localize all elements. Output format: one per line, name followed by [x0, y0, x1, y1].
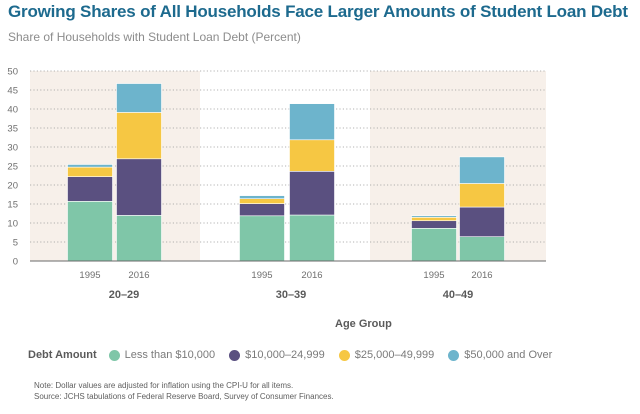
bar-segment-2-1-2 — [459, 183, 505, 208]
bar-segment-1-0-3 — [239, 195, 285, 199]
x-tick-label: 1995 — [79, 270, 100, 281]
bars — [67, 83, 505, 262]
legend-label: Less than $10,000 — [124, 349, 216, 361]
gridlines — [30, 70, 546, 243]
legend-swatch — [108, 349, 120, 361]
legend-items: Less than $10,000 $10,000–24,999 $25,000–4… — [108, 349, 567, 361]
y-tick-label: 30 — [7, 143, 18, 154]
note-text: Note: Dollar values are adjusted for inf… — [34, 381, 294, 390]
legend-swatch — [229, 349, 241, 361]
legend-item: Less than $10,000 — [108, 349, 216, 361]
bar-segment-2-0-0 — [411, 228, 457, 262]
bar-segment-0-1-3 — [116, 83, 162, 113]
source-text: Source: JCHS tabulations of Federal Rese… — [34, 391, 334, 401]
bar-segment-0-0-1 — [67, 176, 113, 202]
x-group-label: 40–49 — [443, 289, 474, 301]
bar-segment-1-0-0 — [239, 215, 285, 262]
bar-segment-2-0-2 — [411, 217, 457, 222]
legend-label: $50,000 and Over — [464, 349, 553, 361]
y-tick-label: 5 — [13, 238, 18, 249]
legend-label: $25,000–49,999 — [354, 349, 435, 361]
x-group-label: 20–29 — [109, 289, 140, 301]
x-tick-label: 1995 — [251, 270, 272, 281]
legend: Debt Amount Less than $10,000 $10,000–24,… — [28, 347, 566, 363]
bar-segment-2-0-3 — [411, 215, 457, 218]
y-tick-label: 20 — [7, 181, 18, 192]
legend-item: $10,000–24,999 — [229, 349, 325, 361]
chart-subtitle: Share of Households with Student Loan De… — [8, 30, 301, 44]
bar-segment-0-1-2 — [116, 112, 162, 160]
y-tick-label: 45 — [7, 86, 18, 97]
x-group-label: 30–39 — [276, 289, 307, 301]
footnotes: Note: Dollar values are adjusted for inf… — [34, 381, 334, 402]
x-axis-title: Age Group — [335, 318, 392, 330]
bar-segment-1-0-1 — [239, 203, 285, 217]
y-tick-label: 35 — [7, 124, 18, 135]
bar-segment-0-1-1 — [116, 158, 162, 216]
bar-segment-0-1-0 — [116, 215, 162, 262]
y-tick-label: 25 — [7, 162, 18, 173]
legend-item: $25,000–49,999 — [338, 349, 435, 361]
bar-segment-0-0-2 — [67, 166, 113, 177]
bar-segment-2-1-0 — [459, 236, 505, 262]
y-tick-label: 0 — [13, 257, 18, 268]
bar-segment-1-1-0 — [289, 214, 335, 262]
x-tick-label: 2016 — [128, 270, 149, 281]
bar-segment-2-0-1 — [411, 220, 457, 229]
x-tick-label: 2016 — [471, 270, 492, 281]
x-tick-label: 1995 — [423, 270, 444, 281]
bar-segment-0-0-0 — [67, 201, 113, 262]
legend-swatch — [338, 349, 350, 361]
bar-segment-1-0-2 — [239, 198, 285, 204]
bar-segment-0-0-3 — [67, 164, 113, 168]
legend-swatch — [448, 349, 460, 361]
y-tick-label: 10 — [7, 219, 18, 230]
y-axis: 0 5 10 15 20 25 30 35 40 45 50 — [7, 67, 18, 268]
bar-segment-2-1-3 — [459, 156, 505, 184]
bar-segment-2-1-1 — [459, 206, 505, 237]
bar-segment-1-1-2 — [289, 139, 335, 172]
legend-title: Debt Amount — [28, 349, 97, 361]
legend-label: $10,000–24,999 — [245, 349, 325, 361]
legend-item: $50,000 and Over — [448, 349, 552, 361]
chart-title: Growing Shares of All Households Face La… — [8, 2, 628, 21]
chart-area: 0 5 10 15 20 25 30 35 40 45 50 1995 2016 20–29 1995 20… — [7, 67, 546, 301]
bar-segment-1-1-1 — [289, 171, 335, 216]
y-tick-label: 15 — [7, 200, 18, 211]
x-axis: 1995 2016 20–29 1995 2016 30–39 1995 2016 40–49 — [30, 260, 546, 301]
y-tick-label: 40 — [7, 105, 18, 116]
x-tick-label: 2016 — [301, 270, 322, 281]
y-tick-label: 50 — [7, 67, 18, 78]
bar-segment-1-1-3 — [289, 103, 335, 141]
